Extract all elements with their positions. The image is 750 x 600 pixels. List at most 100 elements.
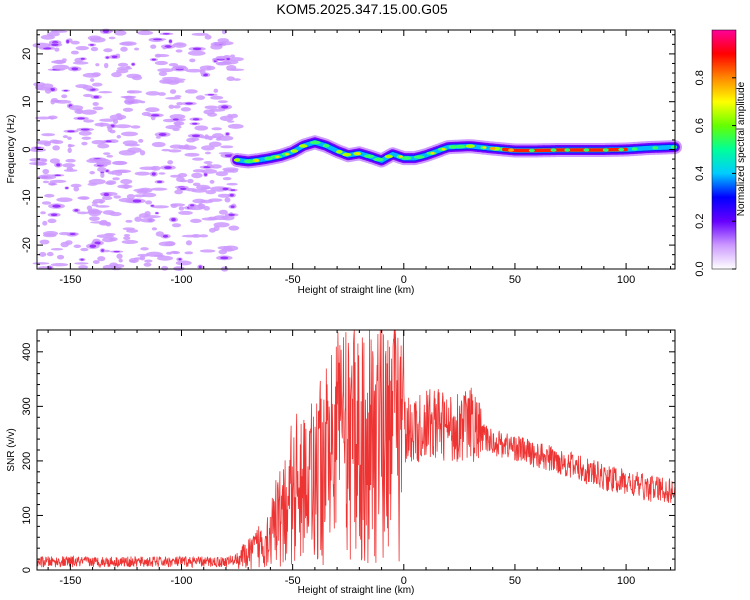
noise-blob	[78, 130, 92, 136]
noise-blob	[228, 225, 240, 231]
noise-blob	[70, 50, 79, 55]
noise-blob	[91, 201, 99, 205]
noise-blob	[126, 90, 143, 94]
snr-x-tick-label: 0	[401, 575, 407, 587]
noise-blob	[82, 93, 93, 98]
spectrogram-y-tick-label: 0	[21, 146, 33, 152]
ridge-peak	[489, 146, 496, 151]
noise-blob	[122, 140, 138, 146]
noise-blob	[48, 181, 56, 186]
ridge-peak	[564, 148, 571, 152]
spectrogram-y-tick-label: 20	[21, 48, 33, 60]
ridge-peak	[448, 145, 458, 149]
noise-blob	[199, 249, 216, 253]
noise-blob	[220, 145, 234, 149]
noise-blob	[81, 109, 97, 115]
snr-x-tick-label: 100	[617, 575, 635, 587]
noise-blob	[201, 145, 215, 151]
noise-blob	[114, 171, 123, 176]
noise-blob	[221, 29, 227, 35]
colorbar-gradient	[711, 29, 737, 270]
noise-blob	[91, 203, 99, 207]
noise-blob	[52, 145, 60, 151]
ridge-peak	[670, 145, 677, 149]
noise-blob	[56, 197, 73, 203]
snr-x-axis-label: Height of straight line (km)	[298, 585, 415, 596]
noise-blob	[180, 107, 192, 112]
snr-y-tick-label: 100	[21, 506, 33, 524]
noise-blob	[123, 95, 135, 100]
spectrogram-x-tick-label: 50	[509, 274, 521, 286]
noise-blob	[91, 82, 103, 87]
noise-blob	[172, 65, 187, 70]
noise-blob-core	[229, 193, 234, 197]
ridge-peak	[583, 148, 590, 152]
noise-blob	[173, 121, 185, 126]
noise-blob	[117, 62, 129, 67]
noise-blob	[62, 163, 76, 168]
noise-blob	[120, 179, 133, 185]
noise-blob	[117, 184, 133, 189]
noise-blob-core	[225, 132, 229, 136]
noise-blob	[60, 241, 69, 248]
spectrogram-x-ticks: -150 -100 -50 0 50 100	[47, 30, 672, 286]
noise-blob	[169, 114, 186, 120]
noise-blob	[50, 262, 69, 267]
ridge-peak	[413, 155, 425, 159]
snr-y-tick-label: 200	[21, 452, 33, 470]
noise-blob-core	[50, 87, 56, 91]
noise-blob-core	[69, 232, 76, 236]
noise-blob	[134, 47, 140, 51]
noise-blob	[61, 58, 67, 62]
noise-blob	[144, 210, 151, 217]
noise-blob-core	[63, 89, 68, 92]
ridge-peak	[309, 140, 321, 145]
noise-blob	[108, 36, 116, 40]
noise-blob	[167, 160, 174, 165]
noise-blob-core	[105, 169, 109, 173]
ridge-peak	[631, 147, 638, 151]
noise-blob	[185, 240, 193, 246]
noise-blob	[175, 43, 184, 46]
noise-blob	[44, 193, 55, 198]
noise-blob	[97, 167, 107, 173]
noise-blob	[42, 168, 50, 175]
noise-blob	[210, 95, 224, 100]
noise-blob-core	[221, 105, 229, 109]
noise-blob	[215, 61, 232, 66]
noise-blob	[144, 259, 153, 263]
colorbar-ticks: 0.0 0.2 0.4 0.6 0.8	[694, 70, 736, 277]
noise-blob-core	[230, 205, 235, 208]
ridge-peak-core	[441, 148, 446, 151]
spectrogram-x-tick-label: -150	[59, 274, 81, 286]
noise-blob-core	[105, 140, 112, 143]
ridge-peak	[233, 158, 241, 162]
noise-blob-core	[162, 234, 169, 238]
noise-blob	[81, 136, 92, 140]
snr-y-tick-label: 300	[21, 397, 33, 415]
noise-blob-core	[102, 29, 109, 33]
noise-blob	[204, 151, 211, 155]
ridge-peak	[618, 148, 625, 152]
noise-blob-core	[178, 258, 182, 261]
noise-blob	[94, 122, 110, 127]
noise-blob	[168, 104, 175, 109]
noise-blob-core	[191, 134, 201, 138]
noise-blob	[150, 44, 157, 49]
noise-blob	[154, 60, 168, 66]
noise-blob	[145, 107, 160, 113]
noise-blob	[113, 195, 122, 199]
noise-blob	[80, 247, 89, 252]
spectrogram-y-tick-label: -10	[21, 189, 33, 205]
noise-blob	[192, 182, 201, 187]
ridge-peak	[652, 146, 659, 150]
figure-title: KOM5.2025.347.15.00.G05	[276, 1, 447, 17]
noise-blob-core	[105, 56, 109, 59]
noise-blob	[123, 233, 131, 237]
noise-blob	[134, 216, 142, 222]
noise-blob	[77, 196, 88, 200]
noise-blob	[184, 89, 198, 94]
noise-blob	[161, 148, 171, 152]
noise-blob	[185, 68, 203, 73]
